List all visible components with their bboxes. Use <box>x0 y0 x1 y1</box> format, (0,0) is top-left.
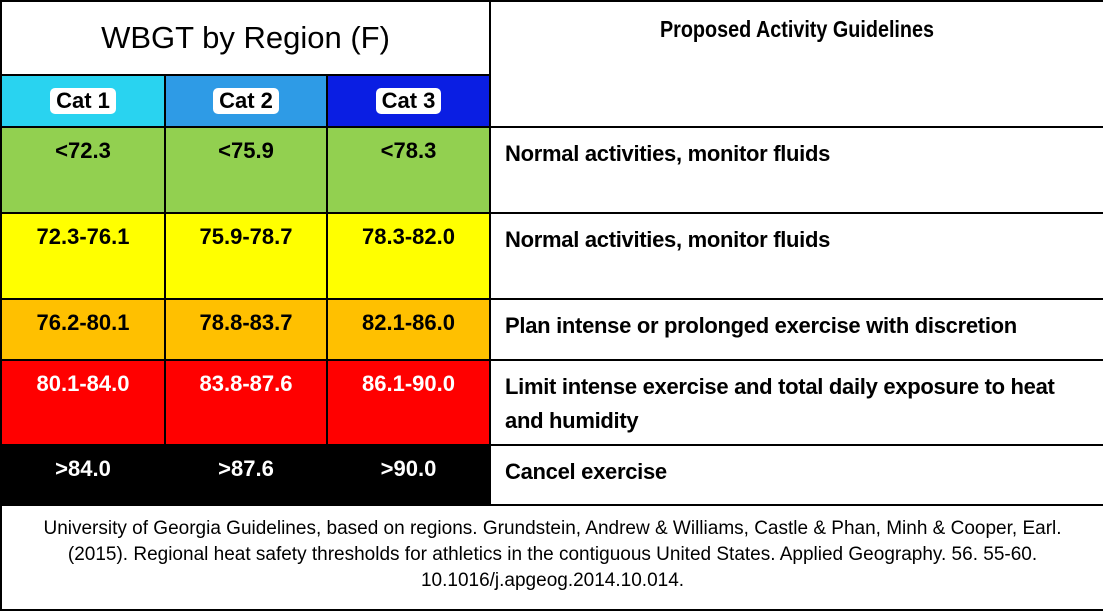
table-row: 80.1-84.0 83.8-87.6 86.1-90.0 Limit inte… <box>0 359 1103 446</box>
cat-1-header: Cat 1 <box>0 74 166 128</box>
table-row: >84.0 >87.6 >90.0 Cancel exercise <box>0 444 1103 506</box>
table-row: 72.3-76.1 75.9-78.7 78.3-82.0 Normal act… <box>0 212 1103 300</box>
guidelines-heading: Proposed Activity Guidelines <box>532 0 1062 128</box>
guideline-text: Cancel exercise <box>489 444 1103 506</box>
cat-3-value: 82.1-86.0 <box>325 298 492 361</box>
cat-2-label: Cat 2 <box>213 88 279 114</box>
table-row: <72.3 <75.9 <78.3 Normal activities, mon… <box>0 126 1103 214</box>
cat-2-value: 78.8-83.7 <box>164 298 328 361</box>
cat-3-label: Cat 3 <box>375 88 442 114</box>
cat-1-value: 80.1-84.0 <box>0 359 166 446</box>
cat-2-value: <75.9 <box>164 126 328 214</box>
guideline-text: Plan intense or prolonged exercise with … <box>489 298 1103 361</box>
cat-2-value: >87.6 <box>164 444 328 506</box>
guideline-text: Normal activities, monitor fluids <box>489 126 1103 214</box>
guideline-text: Normal activities, monitor fluids <box>489 212 1103 300</box>
cat-3-value: 86.1-90.0 <box>325 359 492 446</box>
cat-3-value: <78.3 <box>325 126 492 214</box>
cat-1-value: 72.3-76.1 <box>0 212 166 300</box>
cat-2-header: Cat 2 <box>164 74 328 128</box>
cat-1-value: <72.3 <box>0 126 166 214</box>
table-title: WBGT by Region (F) <box>0 0 492 76</box>
guideline-text: Limit intense exercise and total daily e… <box>489 359 1103 446</box>
cat-3-value: >90.0 <box>325 444 492 506</box>
cat-3-header: Cat 3 <box>325 74 492 128</box>
cat-1-value: >84.0 <box>0 444 166 506</box>
cat-1-label: Cat 1 <box>50 88 116 114</box>
cat-2-value: 75.9-78.7 <box>164 212 328 300</box>
cat-3-value: 78.3-82.0 <box>325 212 492 300</box>
table-row: 76.2-80.1 78.8-83.7 82.1-86.0 Plan inten… <box>0 298 1103 361</box>
citation-footer: University of Georgia Guidelines, based … <box>0 504 1103 611</box>
cat-1-value: 76.2-80.1 <box>0 298 166 361</box>
cat-2-value: 83.8-87.6 <box>164 359 328 446</box>
